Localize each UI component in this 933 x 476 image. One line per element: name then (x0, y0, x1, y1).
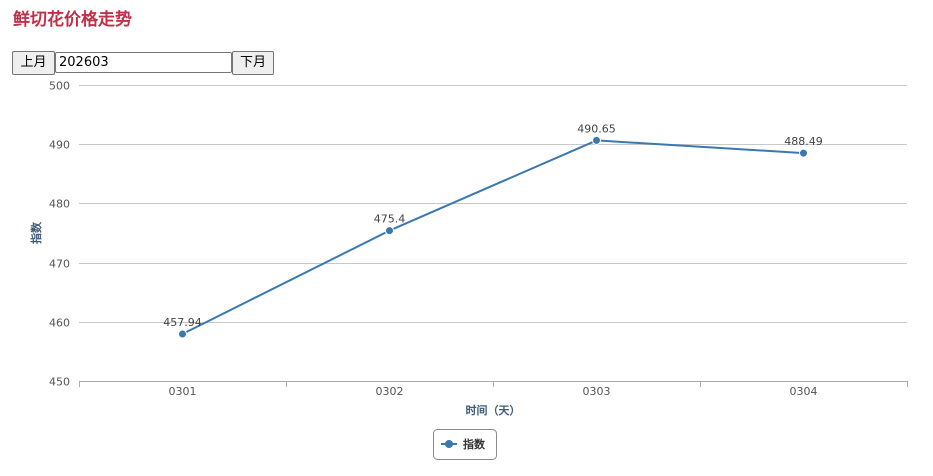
legend[interactable]: 指数 (433, 429, 497, 460)
data-label: 488.49 (784, 135, 823, 148)
x-axis (79, 381, 908, 387)
y-tick-label: 470 (49, 258, 70, 271)
series-index: 457.94 475.4 490.65 488.49 (163, 122, 823, 339)
data-label: 475.4 (374, 213, 406, 226)
data-label: 457.94 (163, 316, 202, 329)
y-tick-label: 490 (49, 139, 70, 152)
y-tick-label: 450 (49, 376, 70, 389)
y-tick-label: 480 (49, 198, 70, 211)
legend-label[interactable]: 指数 (463, 437, 486, 451)
legend-marker (445, 440, 453, 448)
y-axis-title: 指数 (29, 221, 43, 244)
next-month-button[interactable]: 下月 (232, 51, 274, 75)
data-point[interactable] (592, 135, 601, 145)
x-axis-title: 时间（天） (466, 403, 521, 417)
legend-box[interactable] (433, 429, 497, 460)
page-title: 鲜切花价格走势 (13, 10, 132, 30)
gridlines (79, 85, 907, 323)
x-tick-labels: 0301 0302 0303 0304 (169, 385, 818, 398)
x-tick-label: 0302 (376, 385, 404, 398)
x-tick-label: 0303 (583, 385, 611, 398)
y-axis: 450 460 470 480 490 500 (49, 80, 70, 389)
series-line (181, 139, 805, 335)
data-point[interactable] (178, 329, 187, 339)
data-point[interactable] (799, 148, 808, 158)
prev-month-button[interactable]: 上月 (12, 51, 55, 75)
x-tick-label: 0304 (790, 385, 818, 398)
y-tick-label: 460 (49, 317, 70, 330)
y-tick-label: 500 (49, 80, 70, 93)
x-tick-label: 0301 (169, 385, 197, 398)
data-label: 490.65 (577, 122, 616, 135)
month-input[interactable] (55, 52, 232, 73)
data-point[interactable] (385, 226, 394, 236)
